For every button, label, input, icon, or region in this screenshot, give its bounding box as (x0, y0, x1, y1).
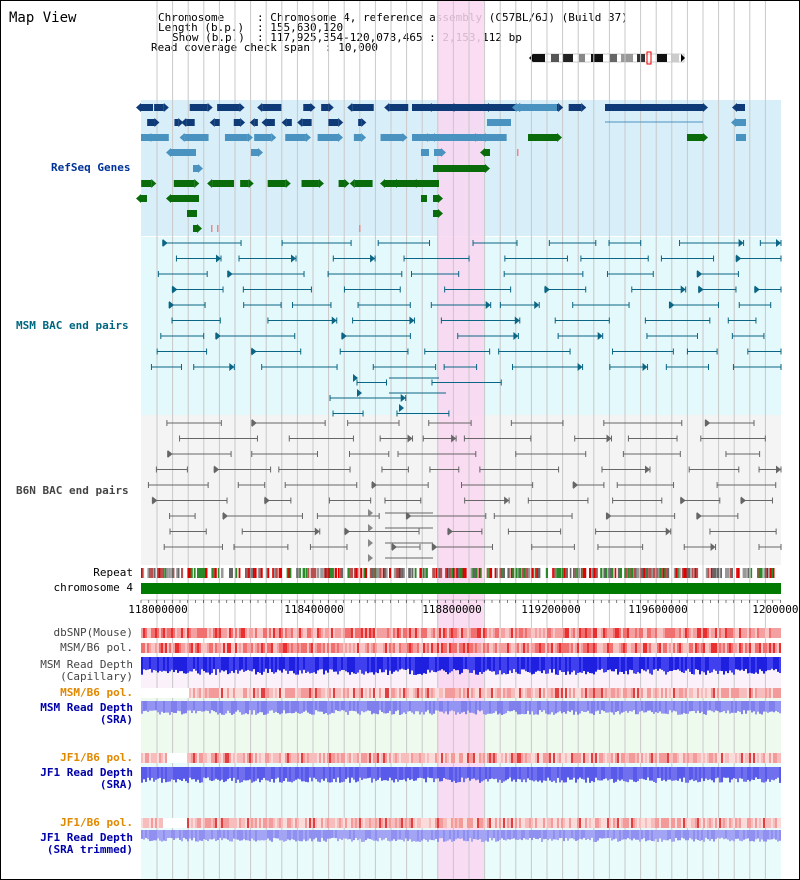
info-chromosome-key: Chromosome (158, 11, 225, 24)
track-label-b6n-bac[interactable]: B6N BAC end pairs (16, 484, 129, 497)
gene-feature (217, 104, 240, 111)
info-length-key: Length (b.p.) (158, 21, 245, 34)
gene-feature (358, 119, 362, 126)
gene-feature (737, 104, 745, 111)
axis-tick-1: 118400000 (284, 603, 344, 616)
gene-feature (412, 134, 487, 141)
gene-feature (254, 134, 272, 141)
gene-feature (328, 119, 339, 126)
gene-feature (154, 104, 164, 111)
gene-feature (421, 149, 429, 156)
page-title: Map View (9, 10, 77, 26)
gene-feature (605, 104, 703, 111)
track-label-jf1-b6-pol-1[interactable]: JF1/B6 pol. (60, 751, 133, 764)
gene-feature (338, 180, 345, 187)
axis-tick-5: 120000000 (752, 603, 799, 616)
gene-feature (434, 149, 441, 156)
track-label-msm-bac[interactable]: MSM BAC end pairs (16, 319, 129, 332)
axis-tick-3: 119200000 (521, 603, 581, 616)
info-show-key: Show (b.p.) (172, 31, 245, 44)
track-label-msm-read-depth-capillary-1[interactable]: MSM Read Depth (40, 658, 133, 671)
gene-feature (174, 119, 179, 126)
gene-feature (433, 210, 438, 217)
track-label-jf1-read-depth-sra-2[interactable]: (SRA) (99, 778, 133, 791)
gene-feature (214, 119, 220, 126)
info-coverage-key: Read coverage check span (151, 41, 310, 54)
gene-feature (389, 104, 409, 111)
track-label-jf1-read-depth-trimmed-1[interactable]: JF1 Read Depth (40, 831, 133, 844)
track-label-msm-b6-pol-2[interactable]: MSM/B6 pol. (60, 686, 133, 699)
gene-feature (254, 119, 258, 126)
axis-tick-0: 118000000 (128, 603, 188, 616)
gene-feature (240, 180, 249, 187)
chromosome-bar (141, 583, 781, 594)
gene-feature (147, 119, 155, 126)
gene-feature (286, 119, 292, 126)
gene-feature (485, 134, 507, 141)
gene-feature (193, 225, 197, 232)
gene-feature (421, 195, 427, 202)
gene-feature (186, 119, 195, 126)
gene-feature (285, 134, 306, 141)
gene-feature (171, 195, 199, 202)
gene-feature (485, 149, 490, 156)
gene-feature (251, 149, 258, 156)
gene-feature (736, 119, 746, 126)
gene-feature (736, 134, 746, 141)
track-label-msm-read-depth-sra-2[interactable]: (SRA) (99, 713, 133, 726)
track-label-jf1-read-depth-trimmed-2[interactable]: (SRA trimmed) (46, 843, 133, 856)
chromosome-ideogram[interactable] (529, 51, 689, 65)
axis-tick-4: 119600000 (628, 603, 688, 616)
gene-feature (151, 134, 169, 141)
gene-feature (487, 119, 511, 126)
track-label-chromosome: chromosome 4 (53, 581, 133, 594)
track-label-dbsnp[interactable]: dbSNP(Mouse) (53, 626, 133, 639)
gene-feature (267, 180, 286, 187)
gene-feature (184, 134, 209, 141)
track-label-msm-read-depth-sra-1[interactable]: MSM Read Depth (40, 701, 133, 714)
gene-feature (141, 104, 153, 111)
gene-feature (397, 180, 439, 187)
gene-feature (687, 134, 703, 141)
gene-feature (171, 149, 196, 156)
track-label-msm-read-depth-capillary-2[interactable]: (Capillary) (60, 670, 133, 683)
gene-feature (303, 104, 311, 111)
gene-feature (233, 119, 241, 126)
gene-feature (352, 104, 374, 111)
info-length-value: : 155,630,120 (257, 21, 344, 34)
gene-feature (187, 210, 197, 217)
gene-feature (212, 180, 235, 187)
gene-feature (301, 180, 319, 187)
gene-feature (302, 119, 312, 126)
gene-feature (380, 134, 403, 141)
gene-feature (224, 134, 248, 141)
gene-feature (353, 134, 362, 141)
gene-feature (321, 104, 329, 111)
track-label-jf1-read-depth-sra-1[interactable]: JF1 Read Depth (40, 766, 133, 779)
gene-feature (433, 195, 438, 202)
gene-feature (528, 134, 557, 141)
gene-feature (262, 104, 282, 111)
gene-feature (568, 104, 582, 111)
gene-feature (354, 180, 373, 187)
track-label-jf1-b6-pol-2[interactable]: JF1/B6 pol. (60, 816, 133, 829)
gene-feature (189, 104, 208, 111)
gene-feature (317, 134, 339, 141)
gene-feature (517, 104, 557, 111)
gene-feature (193, 165, 198, 172)
gene-feature (412, 104, 510, 111)
selected-region-highlight (437, 1, 484, 879)
gene-feature (173, 180, 195, 187)
track-label-msm-b6-pol-1[interactable]: MSM/B6 pol. (60, 641, 133, 654)
gene-feature (266, 119, 275, 126)
gene-feature (433, 165, 485, 172)
track-label-repeat[interactable]: Repeat (93, 566, 133, 579)
track-label-refseq-genes[interactable]: RefSeq Genes (51, 161, 131, 174)
gene-feature (141, 195, 147, 202)
gene-feature (141, 180, 152, 187)
axis-tick-2: 118800000 (422, 603, 482, 616)
